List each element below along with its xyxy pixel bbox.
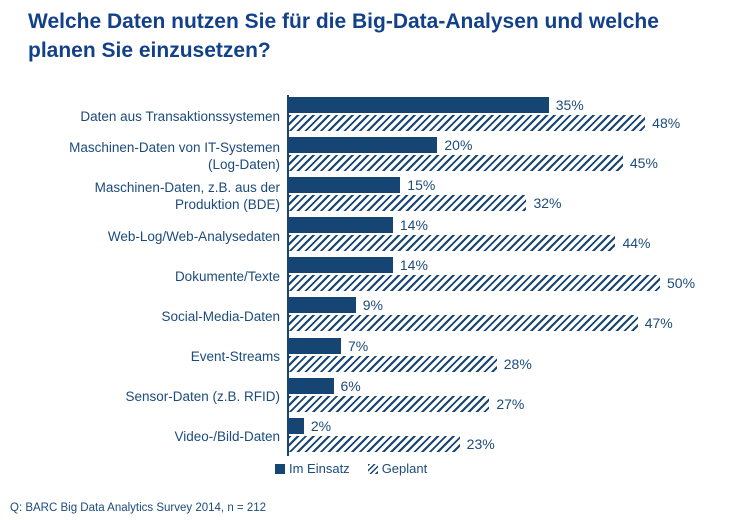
bar-im-einsatz bbox=[289, 377, 334, 394]
category-label: Sensor-Daten (z.B. RFID) bbox=[125, 389, 280, 405]
bar-line-im-einsatz: 14% bbox=[289, 217, 729, 234]
bar-line-geplant: 50% bbox=[289, 275, 729, 292]
value-label-im-einsatz: 14% bbox=[399, 217, 428, 234]
legend: Im Einsatz Geplant bbox=[275, 461, 427, 476]
bar-geplant bbox=[289, 275, 660, 292]
value-label-geplant: 27% bbox=[496, 395, 525, 412]
bar-line-geplant: 23% bbox=[289, 435, 729, 452]
bar-pair: 15% 32% bbox=[289, 177, 729, 217]
bar-line-im-einsatz: 7% bbox=[289, 337, 729, 354]
bar-im-einsatz bbox=[289, 297, 356, 314]
value-label-im-einsatz: 2% bbox=[310, 417, 332, 434]
bar-geplant bbox=[289, 195, 527, 212]
category-label: Maschinen-Daten, z.B. aus der Produktion… bbox=[94, 180, 280, 213]
source-note: Q: BARC Big Data Analytics Survey 2014, … bbox=[10, 502, 267, 514]
legend-item: Geplant bbox=[367, 461, 428, 476]
value-label-geplant: 28% bbox=[503, 355, 532, 372]
category-label: Daten aus Transaktionssystemen bbox=[80, 108, 280, 124]
bar-pair: 14% 50% bbox=[289, 257, 729, 297]
bar-pair: 35% 48% bbox=[289, 97, 729, 137]
chart-row: Event-Streams 7% 28% bbox=[0, 337, 729, 378]
bar-pair: 2% 23% bbox=[289, 417, 729, 458]
legend-item: Im Einsatz bbox=[275, 461, 350, 476]
bar-im-einsatz bbox=[289, 337, 341, 354]
bar-line-geplant: 44% bbox=[289, 235, 729, 252]
bar-line-geplant: 48% bbox=[289, 115, 729, 131]
legend-label: Im Einsatz bbox=[289, 461, 350, 476]
value-label-im-einsatz: 35% bbox=[555, 97, 584, 113]
bar-geplant bbox=[289, 155, 623, 172]
chart-row: Sensor-Daten (z.B. RFID) 6% 27% bbox=[0, 377, 729, 418]
bar-geplant bbox=[289, 355, 497, 372]
bar-line-im-einsatz: 2% bbox=[289, 417, 729, 434]
chart-row: Daten aus Transaktionssystemen 35% 48% bbox=[0, 97, 729, 137]
bar-im-einsatz bbox=[289, 257, 393, 274]
value-label-im-einsatz: 9% bbox=[362, 297, 383, 314]
category-label: Dokumente/Texte bbox=[174, 268, 280, 284]
bar-line-im-einsatz: 20% bbox=[289, 137, 729, 154]
bar-line-geplant: 27% bbox=[289, 395, 729, 412]
bar-im-einsatz bbox=[289, 137, 438, 154]
bar-im-einsatz bbox=[289, 217, 393, 234]
category-label: Maschinen-Daten von IT-Systemen (Log-Dat… bbox=[69, 140, 280, 173]
value-label-geplant: 45% bbox=[629, 155, 658, 172]
y-axis-line bbox=[287, 95, 289, 456]
value-label-im-einsatz: 15% bbox=[407, 177, 436, 194]
chart-row: Video-/Bild-Daten 2% 23% bbox=[0, 417, 729, 458]
chart-title: Welche Daten nutzen Sie für die Big-Data… bbox=[28, 10, 659, 62]
legend-swatch-solid-icon bbox=[275, 463, 285, 474]
value-label-im-einsatz: 14% bbox=[399, 257, 428, 274]
bar-pair: 9% 47% bbox=[289, 297, 729, 337]
category-label: Social-Media-Daten bbox=[161, 309, 280, 325]
bar-geplant bbox=[289, 395, 490, 412]
category-label: Event-Streams bbox=[190, 349, 280, 365]
bar-line-im-einsatz: 14% bbox=[289, 257, 729, 274]
bar-geplant bbox=[289, 435, 460, 452]
chart-row: Maschinen-Daten, z.B. aus der Produktion… bbox=[0, 177, 729, 217]
bar-line-im-einsatz: 6% bbox=[289, 377, 729, 394]
bar-im-einsatz bbox=[289, 97, 549, 113]
bar-pair: 6% 27% bbox=[289, 377, 729, 418]
bar-line-im-einsatz: 15% bbox=[289, 177, 729, 194]
bar-line-im-einsatz: 35% bbox=[289, 97, 729, 113]
bar-line-geplant: 32% bbox=[289, 195, 729, 212]
value-label-im-einsatz: 7% bbox=[347, 337, 369, 354]
bar-pair: 7% 28% bbox=[289, 337, 729, 378]
chart-row: Web-Log/Web-Analysedaten 14% 44% bbox=[0, 217, 729, 257]
value-label-geplant: 32% bbox=[533, 195, 562, 212]
chart-row: Dokumente/Texte 14% 50% bbox=[0, 257, 729, 297]
category-label: Web-Log/Web-Analysedaten bbox=[107, 228, 280, 244]
category-label: Video-/Bild-Daten bbox=[174, 429, 280, 445]
value-label-geplant: 48% bbox=[652, 115, 681, 131]
value-label-geplant: 47% bbox=[644, 315, 673, 332]
value-label-geplant: 50% bbox=[667, 275, 696, 292]
bar-im-einsatz bbox=[289, 417, 304, 434]
bar-line-geplant: 28% bbox=[289, 355, 729, 372]
bar-geplant bbox=[289, 115, 646, 131]
bar-im-einsatz bbox=[289, 177, 401, 194]
bar-line-im-einsatz: 9% bbox=[289, 297, 729, 314]
legend-swatch-hatched-icon bbox=[367, 463, 378, 474]
bar-chart: Daten aus Transaktionssystemen 35% 48% M… bbox=[0, 97, 729, 458]
value-label-geplant: 23% bbox=[466, 435, 495, 452]
chart-row: Social-Media-Daten 9% 47% bbox=[0, 297, 729, 337]
value-label-im-einsatz: 6% bbox=[340, 377, 361, 394]
value-label-im-einsatz: 20% bbox=[444, 137, 473, 154]
legend-label: Geplant bbox=[381, 461, 428, 476]
bar-pair: 14% 44% bbox=[289, 217, 729, 257]
bar-geplant bbox=[289, 315, 638, 332]
bar-line-geplant: 47% bbox=[289, 315, 729, 332]
chart-row: Maschinen-Daten von IT-Systemen (Log-Dat… bbox=[0, 137, 729, 177]
value-label-geplant: 44% bbox=[622, 235, 651, 252]
bar-line-geplant: 45% bbox=[289, 155, 729, 172]
bar-geplant bbox=[289, 235, 616, 252]
bar-pair: 20% 45% bbox=[289, 137, 729, 177]
